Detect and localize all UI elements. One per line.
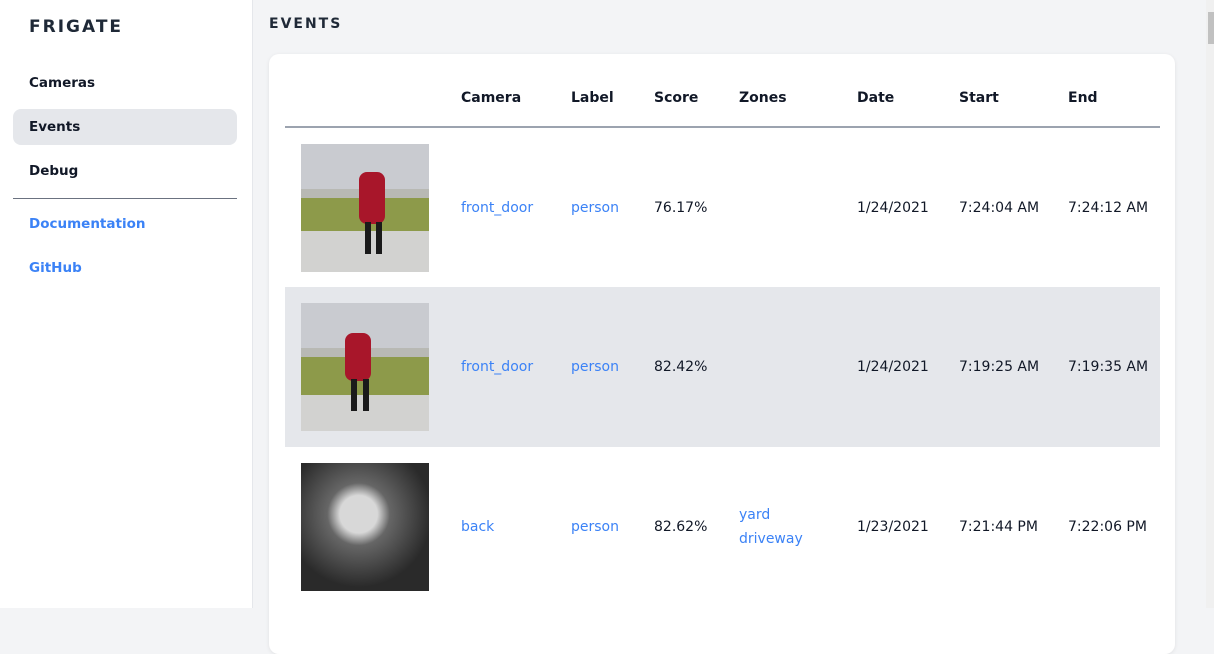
start-time: 7:24:04 AM bbox=[959, 199, 1040, 216]
date: 1/24/2021 bbox=[857, 199, 929, 216]
header-start: Start bbox=[959, 70, 1068, 128]
label-link[interactable]: person bbox=[571, 199, 619, 216]
event-thumbnail[interactable] bbox=[301, 143, 429, 272]
sidebar-divider bbox=[13, 198, 237, 199]
events-table: Camera Label Score Zones Date Start End … bbox=[285, 70, 1160, 607]
camera-link[interactable]: back bbox=[461, 519, 495, 535]
sidebar-item-events[interactable]: Events bbox=[13, 109, 237, 145]
label-link[interactable]: person bbox=[571, 359, 619, 375]
zone-link-yard[interactable]: yard bbox=[739, 507, 771, 523]
sidebar-link-documentation[interactable]: Documentation bbox=[29, 216, 146, 232]
brand-logo: FRIGATE bbox=[29, 17, 124, 37]
event-thumbnail[interactable] bbox=[301, 303, 429, 431]
header-date: Date bbox=[857, 70, 959, 128]
header-score: Score bbox=[654, 70, 739, 128]
camera-link[interactable]: front_door bbox=[461, 199, 534, 216]
table-row[interactable]: front_door person 76.17% 1/24/2021 7:24:… bbox=[285, 127, 1160, 287]
start-time: 7:21:44 PM bbox=[959, 519, 1038, 535]
start-time: 7:19:25 AM bbox=[959, 287, 1068, 447]
date: 1/23/2021 bbox=[857, 519, 929, 535]
sidebar-item-debug[interactable]: Debug bbox=[29, 163, 79, 179]
header-camera: Camera bbox=[461, 70, 571, 128]
score: 82.62% bbox=[654, 519, 708, 535]
sidebar-item-cameras[interactable]: Cameras bbox=[29, 75, 96, 91]
events-card: Camera Label Score Zones Date Start End … bbox=[269, 54, 1175, 654]
label-link[interactable]: person bbox=[571, 519, 619, 535]
camera-link[interactable]: front_door bbox=[461, 359, 534, 375]
score: 76.17% bbox=[654, 199, 708, 216]
header-label: Label bbox=[571, 70, 654, 128]
date: 1/24/2021 bbox=[857, 287, 959, 447]
score: 82.42% bbox=[654, 287, 739, 447]
header-thumbnail bbox=[285, 70, 461, 128]
sidebar: FRIGATE Cameras Events Debug Documentati… bbox=[0, 0, 253, 608]
header-end: End bbox=[1068, 70, 1160, 128]
table-row[interactable]: back person 82.62% yard driveway 1/23/202… bbox=[285, 447, 1160, 607]
scrollbar-thumb[interactable] bbox=[1208, 12, 1214, 44]
end-time: 7:19:35 AM bbox=[1068, 287, 1160, 447]
scrollbar[interactable] bbox=[1206, 0, 1214, 608]
page-title: EVENTS bbox=[269, 16, 343, 32]
table-row[interactable]: front_door person 82.42% 1/24/2021 7:19:… bbox=[285, 287, 1160, 447]
header-zones: Zones bbox=[739, 70, 857, 128]
event-thumbnail[interactable] bbox=[301, 463, 429, 591]
sidebar-link-github[interactable]: GitHub bbox=[29, 260, 82, 276]
end-time: 7:22:06 PM bbox=[1068, 519, 1147, 535]
table-header: Camera Label Score Zones Date Start End bbox=[285, 70, 1160, 128]
end-time: 7:24:12 AM bbox=[1068, 199, 1149, 216]
zone-link-driveway[interactable]: driveway bbox=[739, 531, 803, 547]
